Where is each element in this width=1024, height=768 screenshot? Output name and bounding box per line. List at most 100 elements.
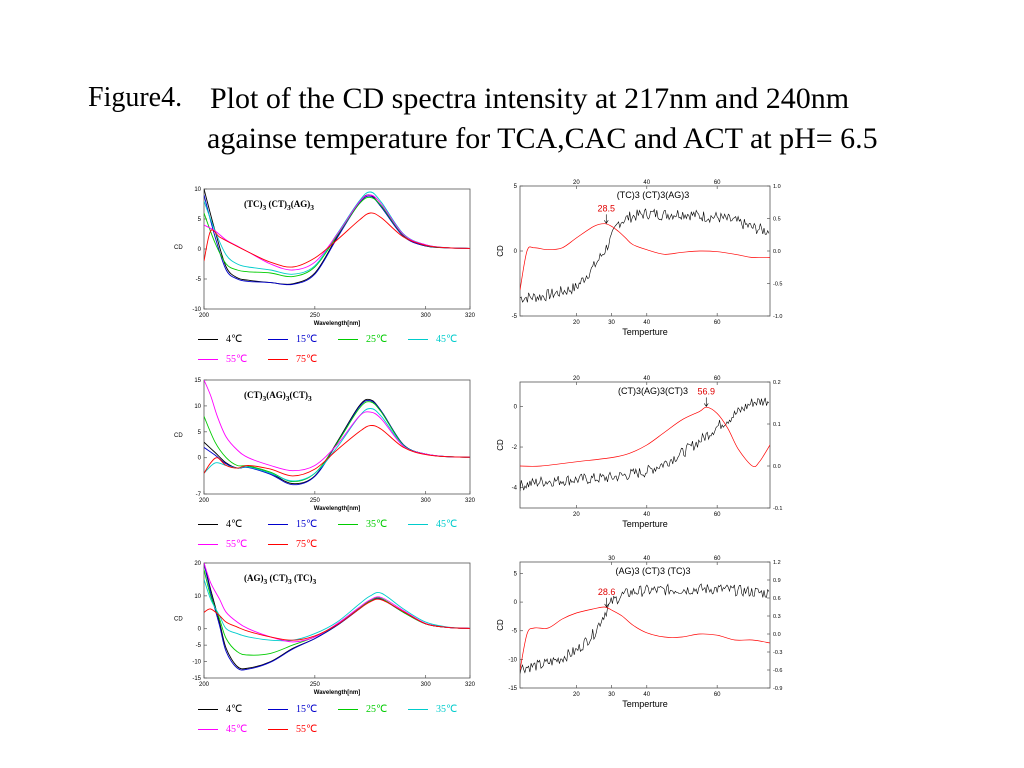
legend-label: 75℃ xyxy=(296,354,318,365)
y2-tick-label: 0.2 xyxy=(773,380,781,386)
series-line xyxy=(204,194,470,286)
figure-title-line-2: againse temperature for TCA,CAC and ACT … xyxy=(207,122,878,155)
y-tick-label: 0 xyxy=(514,249,518,255)
x-top-tick-label: 40 xyxy=(643,376,650,382)
legend-item: 75℃ xyxy=(268,539,317,550)
sequence-annotation: (AG)3 (CT)3 (TC)3 xyxy=(244,573,317,586)
series-line xyxy=(204,598,470,641)
sequence-annotation-text: (TC)3 (CT)3(AG)3 xyxy=(244,199,314,212)
x-top-tick-label: 60 xyxy=(714,376,721,382)
y-tick-label: -2 xyxy=(512,445,518,451)
y-axis-label: CD xyxy=(496,439,505,451)
y-tick-label: -4 xyxy=(512,486,518,492)
y-tick-label: 10 xyxy=(194,187,201,193)
plot-frame xyxy=(203,379,471,495)
legend-item: 4℃ xyxy=(198,519,242,530)
y-tick-label: -15 xyxy=(508,686,517,692)
sequence-annotation: (TC)3 (CT)3(AG)3 xyxy=(244,199,314,212)
sequence-annotation: (CT)3(AG)3(CT)3 xyxy=(244,390,312,403)
x-axis-label: Wavelength[nm] xyxy=(314,506,360,512)
x-axis-label: Temperture xyxy=(622,327,668,337)
x-tick-label: 60 xyxy=(714,320,721,326)
x-tick-label: 30 xyxy=(608,692,615,698)
y-tick-label: 10 xyxy=(194,594,201,600)
legend-label: 4℃ xyxy=(226,519,243,530)
y2-tick-label: 0.0 xyxy=(773,632,781,638)
cd-spectrum-legend-3: 4℃ 15℃ 25℃ 35℃ 45℃ 55℃ xyxy=(198,704,478,740)
x-axis-label: Temperture xyxy=(622,699,668,709)
series-line xyxy=(204,425,470,477)
callout-arrowhead xyxy=(604,220,609,224)
legend-swatch xyxy=(338,524,358,526)
x-tick-label: 320 xyxy=(465,682,476,688)
legend-swatch xyxy=(268,729,288,731)
y-tick-label: -15 xyxy=(192,676,201,682)
sequence-annotation-text: (AG)3 (CT)3 (TC)3 xyxy=(244,573,317,586)
legend-label: 45℃ xyxy=(436,519,458,530)
plot-frame xyxy=(519,381,771,509)
melting-curve-chart-2: -4 -2 0 -0.1 0.0 0.1 0.2 20 40 60 20 40 60 Temperture… xyxy=(496,376,782,529)
legend-item: 25℃ xyxy=(338,704,387,715)
y2-tick-label: 1.2 xyxy=(773,560,781,566)
x-axis-label: Wavelength[nm] xyxy=(314,321,360,327)
y-tick-label: 5 xyxy=(514,571,518,577)
legend-item: 45℃ xyxy=(408,334,457,345)
plot-frame xyxy=(519,561,771,689)
x-top-tick-label: 30 xyxy=(608,556,615,562)
y2-tick-label: -0.3 xyxy=(773,650,782,656)
legend-label: 25℃ xyxy=(366,704,388,715)
y-tick-label: -10 xyxy=(192,307,201,313)
legend-swatch xyxy=(408,524,428,526)
legend-label: 25℃ xyxy=(366,334,388,345)
y-tick-label: 10 xyxy=(194,404,201,410)
derivative-line xyxy=(520,406,770,468)
legend-item: 35℃ xyxy=(338,519,387,530)
y-tick-label: -10 xyxy=(192,660,201,666)
x-tick-label: 20 xyxy=(573,692,580,698)
y-tick-label: 20 xyxy=(194,561,201,567)
legend-label: 75℃ xyxy=(296,539,318,550)
y2-tick-label: -0.6 xyxy=(773,668,782,674)
x-top-tick-label: 40 xyxy=(643,180,650,186)
y-tick-label: -10 xyxy=(508,657,517,663)
plot-frame xyxy=(203,562,471,679)
legend-swatch xyxy=(198,709,218,711)
x-tick-label: 60 xyxy=(714,512,721,518)
y-tick-label: 5 xyxy=(198,430,202,436)
cd-signal-line xyxy=(520,583,770,674)
y2-tick-label: 1.0 xyxy=(773,184,781,190)
chart-title: (CT)3(AG)3(CT)3 xyxy=(618,386,688,396)
legend-label: 45℃ xyxy=(226,724,248,735)
y-axis-label: CD xyxy=(174,245,183,251)
melting-curve-chart-1: -5 0 5 -1.0 -0.5 0.0 0.5 1.0 20 30 40 60 20 40 60 Tempe… xyxy=(496,180,782,337)
y-tick-label: 15 xyxy=(194,378,201,384)
cd-spectrum-chart-3: -15 -10 -5 0 10 20 200 250 300 320 Wavelength[nm] C… xyxy=(174,561,476,696)
x-tick-label: 200 xyxy=(199,313,210,319)
legend-swatch xyxy=(198,544,218,546)
transition-temperature-label: 56.9 xyxy=(698,386,716,396)
figure-title-line-1: Plot of the CD spectra intensity at 217n… xyxy=(210,82,850,115)
sequence-annotation-text: (CT)3(AG)3(CT)3 xyxy=(244,390,312,403)
y-axis-label: CD xyxy=(496,245,505,257)
legend-item: 35℃ xyxy=(408,704,457,715)
legend-swatch xyxy=(338,339,358,341)
x-top-tick-label: 20 xyxy=(573,180,580,186)
legend-label: 4℃ xyxy=(226,334,243,345)
legend-label: 15℃ xyxy=(296,334,318,345)
y-axis-label: CD xyxy=(174,617,183,623)
x-top-tick-label: 60 xyxy=(714,180,721,186)
legend-item: 55℃ xyxy=(268,724,317,735)
x-tick-label: 300 xyxy=(421,498,432,504)
legend-swatch xyxy=(268,709,288,711)
legend-item: 75℃ xyxy=(268,354,317,365)
legend-swatch xyxy=(408,709,428,711)
y-tick-label: 0 xyxy=(514,600,518,606)
legend-item: 55℃ xyxy=(198,539,247,550)
x-tick-label: 300 xyxy=(421,682,432,688)
legend-swatch xyxy=(198,339,218,341)
series-line xyxy=(204,579,470,642)
x-tick-label: 250 xyxy=(310,313,321,319)
y2-tick-label: 0.5 xyxy=(773,217,781,223)
y-tick-label: -5 xyxy=(196,277,202,283)
transition-temperature-label: 28.5 xyxy=(598,203,616,213)
